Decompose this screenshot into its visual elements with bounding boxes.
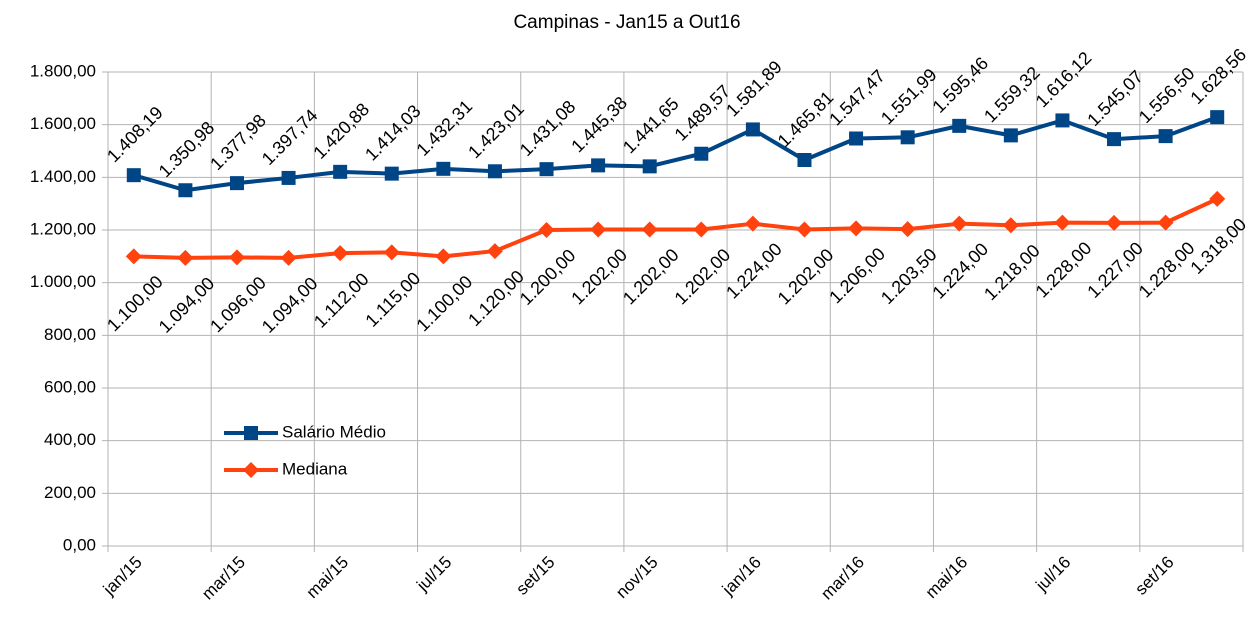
y-tick-label: 800,00 — [44, 325, 96, 344]
marker — [1158, 129, 1173, 144]
marker — [899, 221, 916, 238]
y-tick-label: 1.200,00 — [30, 219, 96, 238]
x-tick-label: set/15 — [512, 553, 558, 599]
marker — [641, 221, 658, 238]
marker — [332, 245, 349, 262]
data-label: 1.616,12 — [1032, 48, 1096, 112]
data-label: 1.414,03 — [361, 101, 425, 165]
marker — [900, 130, 915, 145]
x-tick-label: jan/15 — [99, 553, 146, 600]
data-label: 1.431,08 — [516, 96, 580, 160]
marker — [642, 159, 657, 174]
marker — [1157, 214, 1174, 231]
marker — [126, 168, 141, 183]
y-tick-label: 1.600,00 — [30, 114, 96, 133]
marker — [436, 161, 451, 176]
chart-title: Campinas - Jan15 a Out16 — [513, 12, 740, 33]
data-label: 1.581,89 — [722, 57, 786, 121]
data-label: 1.489,57 — [671, 81, 735, 145]
marker — [1106, 214, 1123, 231]
y-tick-label: 1.400,00 — [30, 167, 96, 186]
marker — [538, 222, 555, 238]
x-tick-label: set/16 — [1131, 553, 1177, 599]
marker — [178, 183, 193, 198]
marker — [849, 131, 864, 146]
legend-label: Salário Médio — [282, 422, 386, 441]
series-line — [133, 115, 1218, 193]
marker — [486, 243, 503, 260]
marker — [951, 215, 968, 232]
marker — [1054, 214, 1071, 231]
data-label: 1.547,47 — [825, 66, 889, 130]
y-tick-label: 400,00 — [44, 430, 96, 449]
data-label: 1.397,74 — [258, 105, 322, 169]
x-tick-label: mar/15 — [198, 553, 249, 604]
legend-label: Mediana — [282, 459, 348, 478]
marker — [280, 249, 297, 266]
marker — [848, 220, 865, 237]
marker — [693, 221, 710, 238]
x-tick-label: nov/15 — [612, 553, 662, 603]
data-label: 1.408,19 — [103, 102, 167, 166]
marker — [435, 248, 452, 265]
marker — [745, 122, 760, 137]
data-label: 1.218,00 — [980, 241, 1044, 305]
x-tick-label: mai/16 — [922, 553, 972, 603]
data-label: 1.377,98 — [206, 110, 270, 174]
y-tick-label: 200,00 — [44, 483, 96, 502]
data-label: 1.545,07 — [1083, 66, 1147, 130]
data-label: 1.227,00 — [1083, 238, 1147, 302]
data-label: 1.112,00 — [310, 269, 373, 332]
marker — [952, 118, 967, 133]
data-label: 1.551,99 — [877, 65, 941, 129]
marker — [281, 170, 296, 185]
x-tick-label: jan/16 — [718, 553, 765, 600]
data-label: 1.318,00 — [1186, 214, 1250, 278]
marker — [243, 462, 259, 478]
data-label: 1.202,00 — [567, 245, 631, 309]
series-line — [133, 197, 1219, 260]
marker — [539, 162, 554, 177]
marker — [125, 248, 142, 265]
marker — [1209, 190, 1226, 207]
y-tick-label: 1.800,00 — [30, 61, 96, 80]
marker — [1003, 128, 1018, 143]
marker — [744, 215, 761, 232]
marker — [487, 164, 502, 179]
marker — [590, 221, 607, 238]
data-label: 1.200,00 — [516, 245, 580, 309]
data-label: 1.203,50 — [877, 244, 941, 308]
marker — [228, 249, 245, 266]
y-tick-label: 0,00 — [63, 535, 96, 554]
y-tick-label: 1.000,00 — [30, 272, 96, 291]
marker — [1107, 132, 1122, 147]
data-label: 1.441,65 — [619, 94, 683, 158]
marker — [244, 426, 258, 440]
marker — [333, 164, 348, 179]
marker — [384, 166, 399, 181]
y-tick-label: 600,00 — [44, 377, 96, 396]
x-tick-label: jul/16 — [1032, 553, 1075, 596]
data-label: 1.228,00 — [1032, 238, 1096, 302]
marker — [796, 221, 813, 238]
x-tick-label: mai/15 — [303, 553, 353, 603]
marker — [694, 146, 709, 161]
data-label: 1.202,00 — [671, 245, 735, 309]
marker — [383, 244, 400, 261]
data-label: 1.228,00 — [1135, 238, 1199, 302]
marker — [1210, 110, 1225, 125]
marker — [1002, 217, 1019, 234]
marker — [177, 249, 194, 266]
marker — [591, 158, 606, 173]
data-label: 1.595,46 — [929, 53, 993, 117]
x-tick-label: mar/16 — [817, 553, 868, 604]
data-label: 1.202,00 — [619, 245, 683, 309]
data-label: 1.350,98 — [155, 118, 219, 182]
marker — [797, 153, 812, 168]
x-tick-label: jul/15 — [412, 553, 455, 596]
marker — [229, 176, 244, 191]
marker — [1055, 113, 1070, 128]
